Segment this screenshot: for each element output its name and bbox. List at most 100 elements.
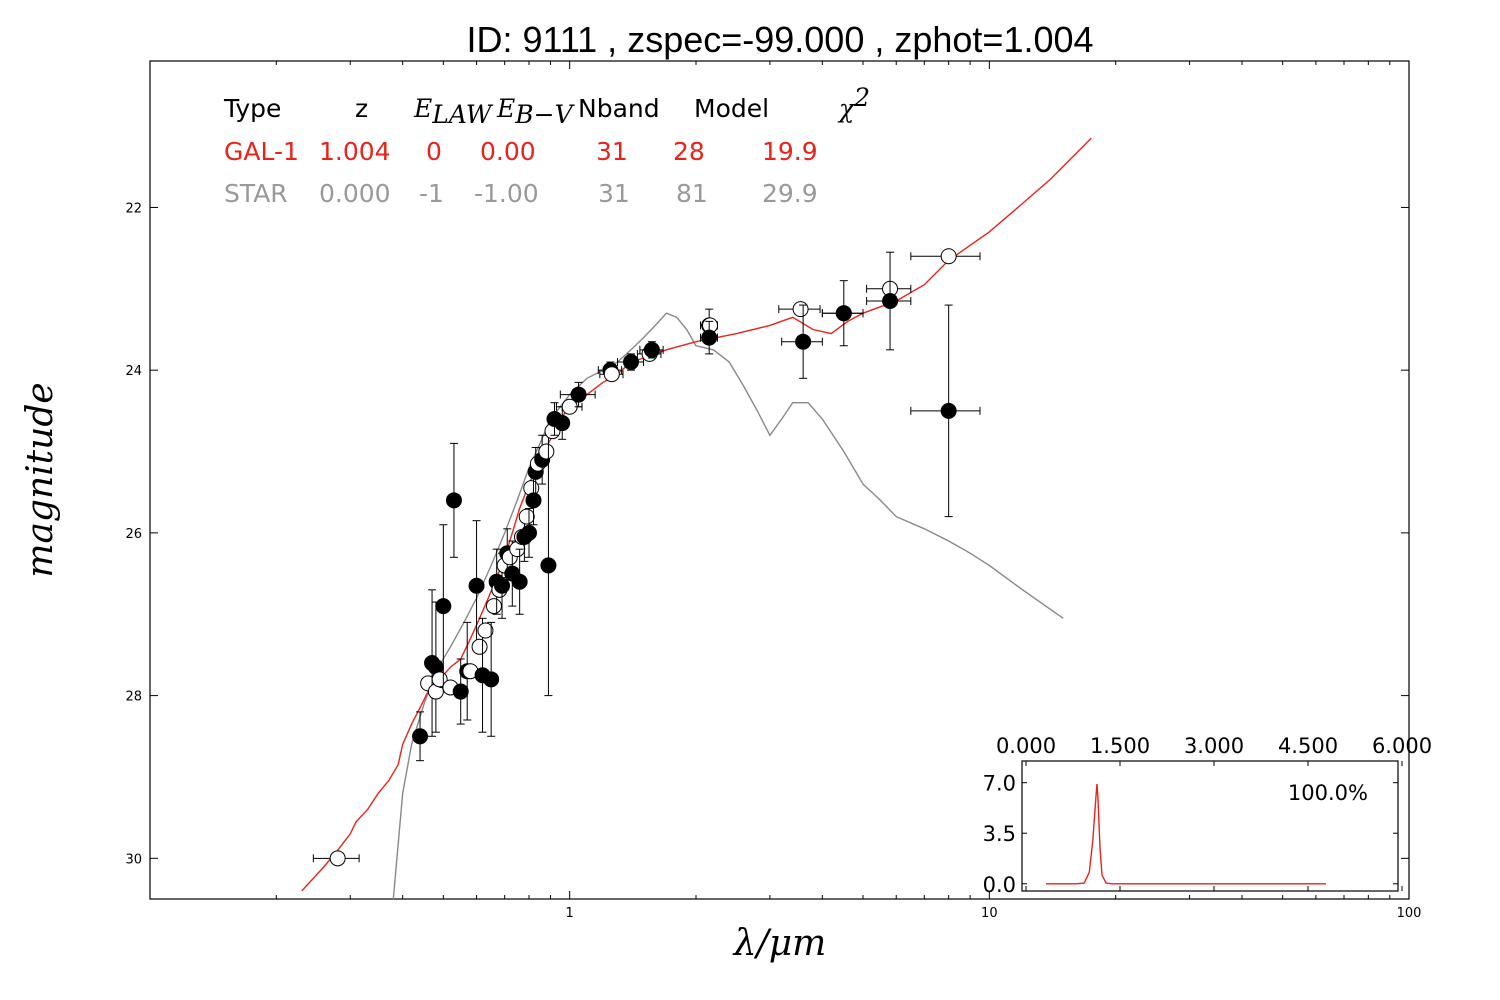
inset-plot: 0.000 1.500 3.000 4.500 6.000 7.0 3.5 0.0	[983, 734, 1432, 897]
cell-type: GAL-1	[224, 137, 299, 166]
data-point	[639, 341, 664, 359]
inset-x-tick-label: 4.500	[1278, 734, 1338, 758]
axis-ticks: 1 10 100 22 24 26 28 30	[125, 61, 1421, 921]
observed-flux-marker	[570, 386, 587, 403]
inset-y-tick-label: 7.0	[983, 772, 1016, 796]
model-flux-marker	[477, 622, 494, 639]
model-flux-marker	[485, 598, 502, 615]
col-header-elaw: ELAW	[413, 94, 494, 129]
data-point	[554, 406, 571, 440]
model-flux-marker	[538, 443, 555, 460]
table-row-galaxy: GAL-1 1.004 0 0.00 31 28 19.9	[224, 137, 818, 166]
observed-flux-marker	[468, 577, 485, 594]
data-point	[781, 304, 823, 379]
data-point	[412, 711, 429, 762]
observed-flux-marker	[835, 305, 852, 322]
data-point	[445, 442, 462, 558]
inset-x-tick-label: 6.000	[1372, 734, 1432, 758]
model-flux-marker	[471, 638, 488, 655]
cell-model: 81	[676, 179, 708, 208]
pdz-inset: 0.000 1.500 3.000 4.500 6.000 7.0 3.5 0.0 100.0…	[983, 734, 1432, 897]
data-point	[518, 508, 535, 525]
observed-flux-marker	[435, 598, 452, 615]
data-point	[483, 621, 500, 737]
y-tick-label: 30	[125, 852, 142, 867]
col-header-model: Model	[694, 94, 769, 123]
y-tick-label: 28	[125, 690, 142, 705]
data-point	[523, 480, 540, 497]
y-tick-label: 24	[125, 364, 142, 379]
inset-x-tick-label: 3.000	[1184, 734, 1244, 758]
data-point	[778, 301, 821, 318]
observed-flux-marker	[554, 415, 571, 432]
x-tick-label: 100	[1397, 906, 1422, 921]
data-point	[699, 320, 718, 355]
plot-area	[301, 137, 1092, 899]
cell-model: 28	[673, 137, 705, 166]
data-point	[435, 524, 452, 688]
observed-flux-marker	[525, 492, 542, 509]
x-axis-label: λ/μm	[732, 923, 826, 964]
data-point	[616, 353, 645, 371]
observed-flux-marker	[452, 683, 469, 700]
inset-annotation: 100.0%	[1288, 781, 1368, 805]
observed-flux-marker	[795, 333, 812, 350]
inset-y-tick-label: 3.5	[983, 822, 1016, 846]
col-header-ebv: EB−V	[496, 94, 576, 129]
model-flux-marker	[518, 508, 535, 525]
cell-nband: 31	[596, 137, 628, 166]
inset-frame	[1021, 760, 1399, 892]
cell-nband: 31	[598, 179, 630, 208]
y-tick-label: 26	[125, 527, 142, 542]
cell-z: 0.000	[319, 179, 391, 208]
data-point	[866, 251, 912, 351]
data-point	[511, 548, 528, 615]
y-axis-label: magnitude	[20, 382, 61, 577]
data-point	[468, 520, 485, 652]
observed-flux-marker	[445, 492, 462, 509]
data-point	[485, 598, 502, 615]
cell-elaw: 0	[426, 137, 442, 166]
observed-flux-marker	[520, 524, 537, 541]
observed-flux-marker	[882, 293, 899, 310]
model-flux-marker	[329, 850, 346, 867]
data-point	[821, 280, 864, 347]
chart-title: ID: 9111 , zspec=-99.000 , zphot=1.004	[466, 19, 1093, 60]
inset-y-tick-label: 0.0	[983, 873, 1016, 897]
data-point	[538, 443, 555, 460]
data-point	[471, 638, 488, 655]
observed-flux-marker	[483, 671, 500, 688]
cell-z: 1.004	[319, 137, 391, 166]
table-row-star: STAR 0.000 -1 -1.00 31 81 29.9	[224, 179, 818, 208]
data-point	[427, 601, 444, 733]
data-point	[520, 507, 537, 558]
data-point	[477, 622, 494, 639]
x-tick-label: 10	[981, 906, 998, 921]
model-flux-marker	[940, 248, 957, 265]
col-header-nband: Nband	[578, 94, 660, 123]
observed-flux-marker	[511, 573, 528, 590]
observed-flux-marker	[701, 329, 718, 346]
cell-chi2: 19.9	[762, 137, 818, 166]
cell-ebv: 0.00	[480, 137, 536, 166]
data-point	[559, 381, 596, 408]
data-point	[910, 248, 981, 265]
col-header-type: Type	[223, 94, 281, 123]
fit-table: Type z ELAW EB−V Nband Model χ2 GAL-1 1.…	[223, 83, 870, 208]
model-flux-marker	[792, 301, 809, 318]
x-tick-label: 1	[566, 906, 574, 921]
plot-frame	[149, 60, 1410, 900]
cell-elaw: -1	[419, 179, 444, 208]
galaxy-model-line	[301, 137, 1092, 892]
cell-chi2: 29.9	[762, 179, 818, 208]
data-point	[910, 304, 981, 518]
observed-flux-marker	[494, 577, 511, 594]
col-header-chi2: χ2	[837, 83, 870, 123]
inset-x-tick-label: 1.500	[1090, 734, 1150, 758]
model-flux-marker	[603, 366, 620, 383]
cell-type: STAR	[224, 179, 288, 208]
observed-flux-marker	[412, 728, 429, 745]
observed-flux-marker	[940, 402, 957, 419]
data-point	[599, 366, 624, 383]
